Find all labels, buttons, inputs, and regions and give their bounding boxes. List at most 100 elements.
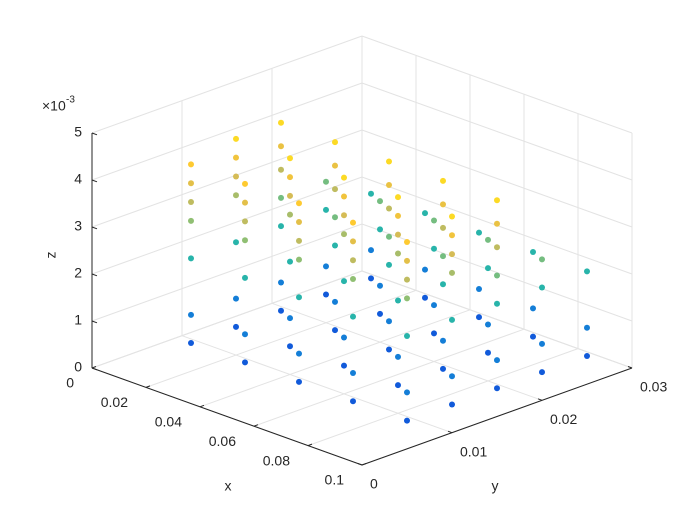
point (233, 295, 239, 302)
point (539, 340, 545, 347)
point (386, 318, 392, 325)
point (494, 300, 500, 307)
point (476, 314, 482, 321)
point (233, 323, 239, 330)
point (350, 238, 356, 245)
point (422, 266, 428, 273)
point (404, 276, 410, 283)
y-tick-label: 0 (370, 476, 378, 492)
point (449, 251, 455, 258)
point (440, 201, 446, 208)
point (332, 162, 338, 169)
point (431, 302, 437, 309)
point (386, 205, 392, 212)
point (242, 359, 248, 366)
x-axis-label: x (225, 478, 232, 494)
grid-line (145, 289, 417, 388)
point (395, 250, 401, 257)
point (323, 206, 329, 213)
y-tick (357, 463, 363, 466)
point (368, 247, 374, 254)
point (476, 285, 482, 292)
grid-line (361, 129, 633, 228)
point (485, 265, 491, 272)
z-tick-label: 0 (74, 359, 82, 375)
grid-line (91, 223, 363, 322)
point (422, 210, 428, 217)
point (485, 321, 491, 328)
grid-line (361, 35, 633, 134)
point (296, 219, 302, 226)
y-tick (627, 366, 633, 369)
grid-line (253, 328, 525, 427)
point (296, 294, 302, 301)
point (440, 281, 446, 288)
point (395, 231, 401, 238)
point (431, 217, 437, 224)
point (188, 217, 194, 224)
point (386, 346, 392, 353)
point (449, 373, 455, 380)
point (440, 253, 446, 260)
point (323, 263, 329, 270)
point (287, 315, 293, 322)
point (494, 357, 500, 364)
y-tick-label: 0.02 (550, 411, 577, 427)
grid-line (91, 129, 363, 228)
point (377, 226, 383, 233)
point (494, 272, 500, 279)
point (422, 294, 428, 301)
point (242, 199, 248, 206)
point (395, 194, 401, 201)
point (395, 353, 401, 360)
z-multiplier-power: -3 (66, 95, 75, 106)
point (233, 239, 239, 246)
point (242, 331, 248, 338)
point (350, 313, 356, 320)
point (404, 295, 410, 302)
y-axis-label: y (492, 478, 499, 494)
point (278, 194, 284, 201)
point (287, 174, 293, 181)
point (188, 340, 194, 347)
point (332, 327, 338, 334)
point (287, 211, 293, 218)
point (386, 158, 392, 165)
grid-line (91, 35, 363, 134)
grid-line (361, 270, 633, 369)
point (332, 186, 338, 193)
point (323, 291, 329, 298)
point (287, 343, 293, 350)
point (341, 193, 347, 200)
point (188, 255, 194, 262)
point (278, 307, 284, 314)
point (386, 233, 392, 240)
point (539, 284, 545, 291)
point (242, 274, 248, 281)
point (539, 369, 545, 376)
point (287, 192, 293, 199)
x-tick-label: 0.06 (209, 433, 236, 449)
z-tick-label: 3 (74, 218, 82, 234)
point (332, 139, 338, 146)
point (341, 212, 347, 219)
point (233, 192, 239, 199)
point (404, 333, 410, 340)
point (296, 350, 302, 357)
point (584, 268, 590, 275)
z-tick (91, 179, 98, 183)
point (440, 365, 446, 372)
point (530, 248, 536, 255)
x-tick (253, 424, 259, 427)
point (377, 282, 383, 289)
x-tick-label: 0.08 (263, 452, 290, 468)
grid-line (91, 82, 363, 181)
point (332, 298, 338, 305)
point (404, 389, 410, 396)
point (485, 236, 491, 243)
point (485, 349, 491, 356)
point (431, 330, 437, 337)
point (449, 401, 455, 408)
y-tick (447, 430, 453, 434)
x-tick (199, 404, 205, 408)
